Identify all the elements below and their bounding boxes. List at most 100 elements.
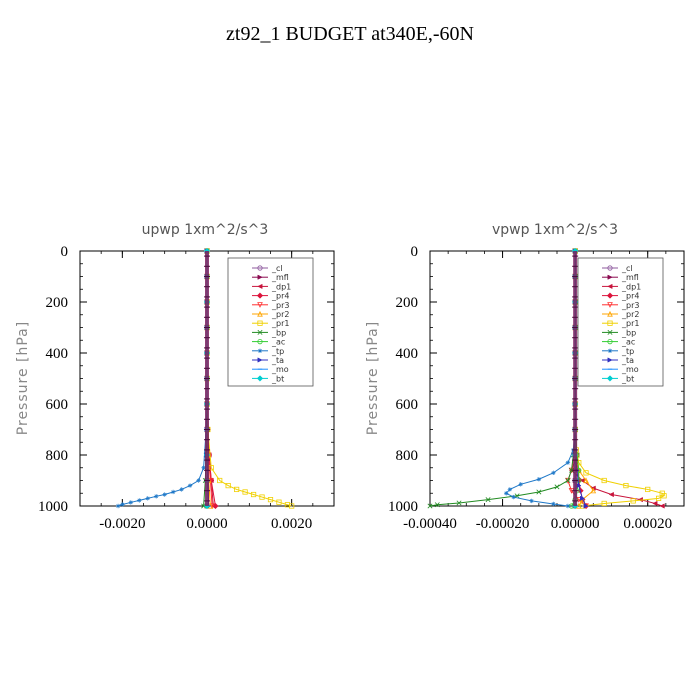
data-point	[565, 503, 571, 509]
data-point	[234, 486, 240, 493]
data-point	[137, 498, 142, 503]
legend-label: _bp	[271, 328, 286, 337]
y-tick-label: 600	[396, 397, 419, 413]
legend-item-dp1: _dp1	[602, 282, 641, 291]
legend-label: _ta	[271, 356, 284, 365]
legend-label: _tp	[271, 347, 284, 356]
data-point	[256, 292, 264, 299]
data-point	[551, 470, 556, 476]
x-tick-label: 0.00000	[551, 516, 600, 532]
data-point	[217, 477, 223, 484]
legend-item-bt: _bt	[252, 374, 284, 383]
data-point	[257, 310, 263, 317]
data-point	[607, 274, 613, 280]
data-point	[120, 502, 125, 507]
legend-item-pr1: _pr1	[602, 319, 639, 328]
legend-label: _dp1	[621, 282, 641, 291]
legend-label: _pr2	[621, 310, 639, 319]
legend-label: _ac	[621, 338, 635, 347]
data-point	[504, 491, 509, 496]
y-tick-label: 600	[46, 397, 69, 413]
panel-vpwp: vpwp 1xm^2/s^3 Pressure [hPa] 0 200 400 600…	[365, 222, 685, 532]
legend-label: _mo	[621, 365, 639, 374]
data-point	[607, 329, 613, 335]
legend-item-ac: _ac	[602, 338, 635, 347]
series-tp	[504, 248, 578, 509]
data-point	[601, 500, 607, 507]
data-point	[187, 483, 193, 488]
legend-label: _pr4	[621, 292, 639, 301]
data-point	[289, 503, 295, 509]
data-point	[170, 489, 176, 495]
data-point	[590, 487, 597, 494]
legend-item-pr3: _pr3	[252, 301, 289, 310]
y-tick-label: 800	[396, 448, 419, 464]
legend-label: _pr1	[271, 319, 289, 328]
data-point	[607, 265, 613, 271]
data-point	[276, 499, 282, 505]
series-tp	[115, 248, 210, 509]
data-point	[257, 329, 263, 335]
data-point	[536, 477, 542, 482]
legend-item-ta: _ta	[602, 356, 634, 365]
legend-item-cl: _cl	[602, 264, 633, 273]
data-point	[434, 502, 440, 508]
legend-item-mo: _mo	[252, 365, 289, 374]
legend-label: _cl	[271, 264, 283, 273]
data-point	[257, 265, 263, 271]
data-point	[485, 497, 491, 503]
data-point	[201, 465, 206, 470]
y-tick-label: 200	[396, 295, 419, 311]
x-tick-label: 0.00020	[623, 516, 672, 532]
data-point	[536, 489, 542, 495]
data-point	[565, 478, 571, 483]
legend-item-bp: _bp	[602, 328, 636, 337]
legend-item-ta: _ta	[252, 356, 284, 365]
data-point	[257, 338, 263, 345]
data-point	[257, 357, 263, 363]
data-point	[242, 489, 248, 495]
data-point	[257, 274, 263, 280]
legend: _cl_mfl_dp1_pr4_pr3_pr2_pr1_bp_ac_tp_ta_…	[227, 257, 314, 387]
data-point	[583, 477, 589, 484]
data-point	[257, 283, 263, 290]
figure-title: zt92_1 BUDGET at340E,-60N	[226, 23, 474, 45]
data-point	[154, 494, 159, 499]
legend-label: _mfl	[271, 273, 289, 282]
data-point	[607, 320, 613, 326]
legend-item-pr4: _pr4	[252, 292, 289, 301]
legend-label: _mfl	[621, 273, 639, 282]
legend-label: _ta	[621, 356, 634, 365]
data-point	[661, 493, 667, 499]
data-point	[652, 500, 658, 507]
x-tick-label: 0.0020	[271, 516, 312, 532]
y-tick-label: 400	[46, 346, 69, 362]
x-tick-label: -0.0020	[99, 516, 145, 532]
data-point	[565, 460, 571, 465]
data-point	[456, 500, 462, 506]
legend-label: _bt	[621, 374, 634, 383]
data-point	[606, 375, 614, 382]
data-point	[511, 494, 516, 500]
y-tick-label: 0	[411, 244, 419, 260]
data-point	[267, 497, 274, 503]
data-point	[583, 503, 589, 509]
legend-label: _mo	[271, 365, 289, 374]
y-tick-label: 800	[46, 448, 69, 464]
series-bp	[427, 248, 578, 509]
data-point	[659, 503, 665, 509]
legend-item-mfl: _mfl	[252, 273, 289, 282]
legend: _cl_mfl_dp1_pr4_pr3_pr2_pr1_bp_ac_tp_ta_…	[577, 257, 664, 387]
series-line	[505, 251, 576, 507]
y-tick-label: 0	[61, 244, 69, 260]
y-axis-label: Pressure [hPa]	[15, 321, 31, 435]
y-axis-label: Pressure [hPa]	[365, 321, 381, 435]
legend-item-pr2: _pr2	[252, 310, 289, 319]
data-point	[551, 501, 556, 507]
data-point	[607, 302, 613, 308]
x-tick-label: -0.00040	[403, 516, 457, 532]
legend-label: _pr1	[621, 319, 639, 328]
legend-item-pr4: _pr4	[602, 292, 639, 301]
data-point	[607, 338, 613, 345]
